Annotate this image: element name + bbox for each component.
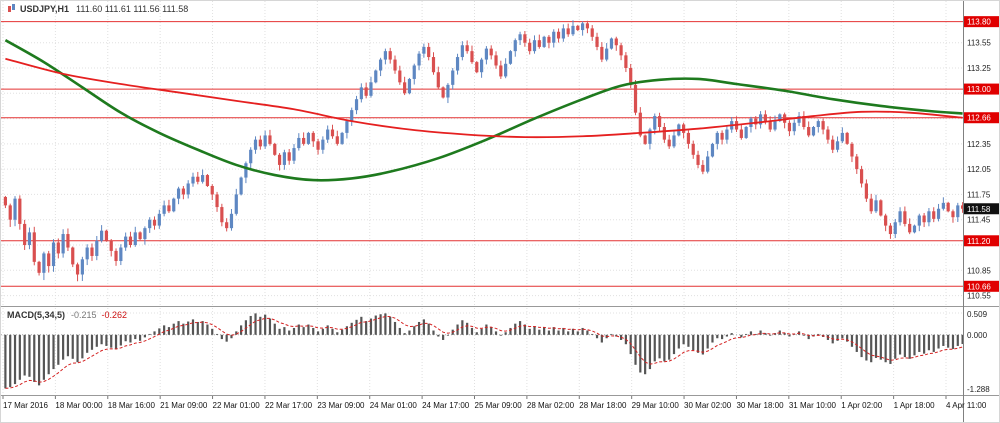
time-axis-label: 28 Mar 02:00: [527, 401, 575, 410]
svg-text:111.75: 111.75: [967, 190, 991, 199]
time-axis-label: 28 Mar 18:00: [579, 401, 627, 410]
time-axis-label: 4 Apr 11:00: [946, 401, 987, 410]
time-axis-label: 24 Mar 17:00: [422, 401, 470, 410]
time-axis-label: 21 Mar 09:00: [160, 401, 208, 410]
svg-text:-1.288: -1.288: [967, 385, 990, 394]
svg-text:110.66: 110.66: [967, 282, 991, 291]
svg-text:111.58: 111.58: [967, 205, 991, 214]
time-axis-label: 22 Mar 01:00: [213, 401, 261, 410]
grid-lines: [1, 1, 963, 395]
price-axis[interactable]: 113.55 113.25 112.35 112.05 111.75 111.45 110.…: [964, 16, 1000, 301]
time-axis-label: 24 Mar 01:00: [370, 401, 418, 410]
macd-signal-line: [5, 315, 963, 389]
level-price-tag: [964, 83, 999, 95]
macd-pane: [1, 313, 964, 389]
svg-text:113.25: 113.25: [967, 64, 991, 73]
time-axis-label: 29 Mar 10:00: [632, 401, 680, 410]
moving-averages: [4, 39, 963, 182]
time-axis-label: 18 Mar 00:00: [55, 401, 103, 410]
time-axis[interactable]: 17 Mar 2016 18 Mar 00:00 18 Mar 16:00 21 Ma…: [2, 396, 987, 410]
fast-ma-red-line: [5, 57, 963, 139]
macd-axis[interactable]: 0.509 0.000 -1.288: [967, 310, 990, 394]
time-axis-label: 1 Apr 18:00: [894, 401, 935, 410]
level-price-tag: [964, 280, 999, 292]
time-axis-label: 1 Apr 02:00: [841, 401, 882, 410]
svg-text:0.000: 0.000: [967, 331, 988, 340]
time-axis-label: 31 Mar 10:00: [789, 401, 837, 410]
svg-text:111.20: 111.20: [967, 237, 991, 246]
time-axis-label: 23 Mar 09:00: [317, 401, 365, 410]
svg-text:112.05: 112.05: [967, 165, 991, 174]
svg-text:112.66: 112.66: [967, 114, 991, 123]
time-axis-label: 18 Mar 16:00: [108, 401, 156, 410]
time-axis-label: 22 Mar 17:00: [265, 401, 313, 410]
time-axis-label: 30 Mar 02:00: [684, 401, 732, 410]
svg-text:113.55: 113.55: [967, 39, 991, 48]
candlestick-series: [3, 20, 965, 282]
svg-text:111.45: 111.45: [967, 216, 991, 225]
level-price-tag: [964, 235, 999, 247]
time-axis-label: 25 Mar 09:00: [475, 401, 523, 410]
time-axis-label: 17 Mar 2016: [3, 401, 48, 410]
current-price-tag: [964, 203, 999, 215]
level-price-tag: [964, 16, 999, 28]
svg-text:0.509: 0.509: [967, 310, 988, 319]
svg-text:110.85: 110.85: [967, 266, 991, 275]
svg-text:113.00: 113.00: [967, 85, 991, 94]
time-axis-label: 30 Mar 18:00: [736, 401, 784, 410]
svg-text:113.80: 113.80: [967, 18, 991, 27]
svg-text:110.55: 110.55: [967, 292, 991, 301]
slow-ma-green-line: [4, 39, 963, 182]
svg-text:112.35: 112.35: [967, 140, 991, 149]
level-price-tag: [964, 112, 999, 124]
